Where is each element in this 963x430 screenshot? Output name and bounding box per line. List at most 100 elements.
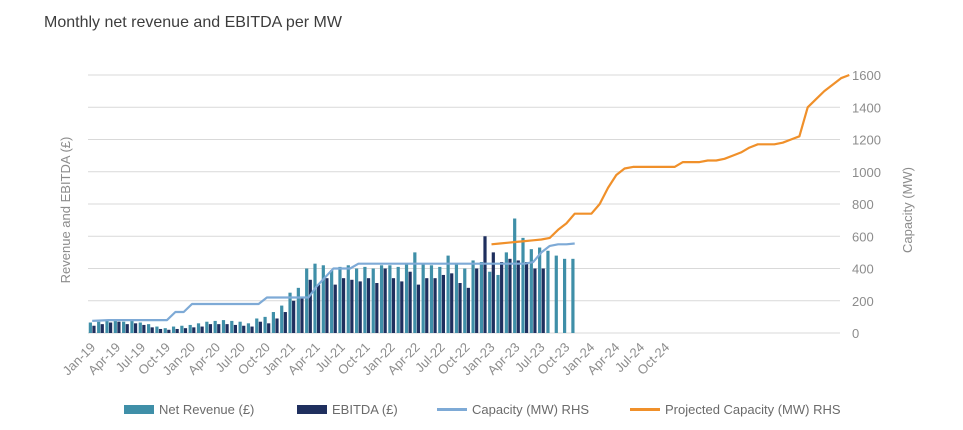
- bar-net-revenue: [230, 320, 234, 333]
- bar-net-revenue: [521, 237, 525, 333]
- bar-net-revenue: [363, 266, 367, 333]
- bar-ebitda: [175, 328, 179, 333]
- bar-net-revenue: [454, 263, 459, 333]
- y-tick-label: 0: [852, 326, 859, 341]
- bar-net-revenue: [130, 320, 134, 333]
- bar-ebitda: [300, 297, 304, 333]
- bar-ebitda: [183, 328, 188, 333]
- bar-ebitda: [258, 321, 262, 333]
- bar-net-revenue: [321, 265, 325, 333]
- bar-ebitda: [425, 278, 429, 333]
- legend-item-ebitda: EBITDA (£): [297, 402, 398, 417]
- bar-ebitda: [458, 283, 462, 333]
- bar-ebitda: [366, 278, 371, 333]
- bar-net-revenue: [255, 318, 259, 333]
- bar-ebitda: [217, 324, 221, 333]
- bar-ebitda: [491, 252, 495, 333]
- bar-net-revenue: [563, 258, 567, 333]
- bar-ebitda: [125, 324, 129, 333]
- bar-ebitda: [450, 273, 454, 333]
- bar-ebitda: [133, 323, 138, 333]
- bar-net-revenue: [188, 324, 192, 333]
- bar-net-revenue: [196, 323, 201, 333]
- bar-net-revenue: [180, 325, 184, 333]
- y-tick-label: 400: [852, 262, 874, 277]
- bar-net-revenue: [571, 258, 575, 333]
- bar-ebitda: [242, 325, 246, 333]
- bar-net-revenue: [138, 322, 142, 333]
- bar-net-revenue: [97, 321, 101, 333]
- bar-ebitda: [167, 329, 171, 333]
- bar-net-revenue: [404, 263, 409, 333]
- bars-group: [88, 218, 575, 333]
- legend-label-ebitda: EBITDA (£): [332, 402, 398, 417]
- legend-item-net-revenue: Net Revenue (£): [124, 402, 254, 417]
- bar-net-revenue: [171, 326, 176, 333]
- bar-ebitda: [350, 279, 354, 333]
- bar-ebitda: [142, 324, 146, 333]
- bar-net-revenue: [346, 265, 350, 333]
- bar-net-revenue: [113, 320, 117, 333]
- bar-ebitda: [233, 324, 237, 333]
- y-tick-label: 1000: [852, 165, 881, 180]
- bar-net-revenue: [421, 263, 425, 333]
- bar-net-revenue: [246, 323, 251, 333]
- bar-ebitda: [100, 324, 104, 333]
- bar-net-revenue: [396, 266, 400, 333]
- bar-ebitda: [433, 278, 437, 333]
- bar-ebitda: [208, 324, 213, 333]
- bar-ebitda: [483, 236, 487, 333]
- bar-ebitda: [516, 260, 520, 333]
- bar-net-revenue: [504, 252, 508, 333]
- bar-ebitda: [250, 326, 254, 333]
- bar-net-revenue: [496, 274, 500, 333]
- bar-net-revenue: [429, 265, 434, 333]
- bar-net-revenue: [163, 328, 167, 333]
- bar-net-revenue: [446, 255, 450, 333]
- bar-ebitda: [391, 278, 396, 333]
- bar-net-revenue: [147, 324, 151, 333]
- bar-net-revenue: [355, 268, 359, 333]
- bar-net-revenue: [155, 326, 159, 333]
- bar-ebitda: [109, 322, 113, 333]
- bar-net-revenue: [280, 305, 284, 333]
- bar-ebitda: [441, 274, 445, 333]
- bar-ebitda: [475, 268, 479, 333]
- legend-swatch-projected-capacity: [630, 408, 660, 411]
- bar-net-revenue: [88, 322, 92, 333]
- bar-ebitda: [333, 284, 337, 333]
- legend-item-capacity: Capacity (MW) RHS: [437, 402, 589, 417]
- bar-ebitda: [150, 327, 154, 333]
- y-axis-left-title: Revenue and EBITDA (£): [58, 137, 73, 284]
- y-axis-right-title: Capacity (MW): [900, 167, 915, 253]
- bar-ebitda: [317, 284, 321, 333]
- bar-ebitda: [533, 268, 537, 333]
- bar-net-revenue: [238, 321, 242, 333]
- bar-net-revenue: [330, 270, 334, 333]
- bar-ebitda: [292, 300, 296, 333]
- bar-ebitda: [408, 271, 412, 333]
- bar-net-revenue: [221, 320, 226, 333]
- bar-ebitda: [416, 284, 421, 333]
- chart-title: Monthly net revenue and EBITDA per MW: [44, 14, 342, 31]
- legend: Net Revenue (£) EBITDA (£) Capacity (MW)…: [0, 402, 963, 422]
- legend-label-projected-capacity: Projected Capacity (MW) RHS: [665, 402, 841, 417]
- bar-net-revenue: [105, 320, 109, 333]
- y-tick-label: 1200: [852, 133, 881, 148]
- bar-net-revenue: [538, 247, 542, 333]
- bar-net-revenue: [263, 316, 267, 333]
- bar-ebitda: [225, 324, 229, 333]
- bar-net-revenue: [296, 287, 300, 333]
- bar-net-revenue: [122, 321, 126, 333]
- x-axis-ticks: Jan-19Apr-19Jul-19Oct-19Jan-20Apr-20Jul-…: [60, 340, 673, 379]
- bar-ebitda: [400, 281, 404, 333]
- bar-net-revenue: [438, 266, 442, 333]
- bar-net-revenue: [271, 312, 275, 333]
- y-tick-label: 800: [852, 197, 874, 212]
- bar-net-revenue: [305, 268, 309, 333]
- bar-ebitda: [117, 321, 121, 333]
- legend-label-capacity: Capacity (MW) RHS: [472, 402, 590, 417]
- bar-ebitda: [325, 278, 329, 333]
- bar-net-revenue: [338, 266, 342, 333]
